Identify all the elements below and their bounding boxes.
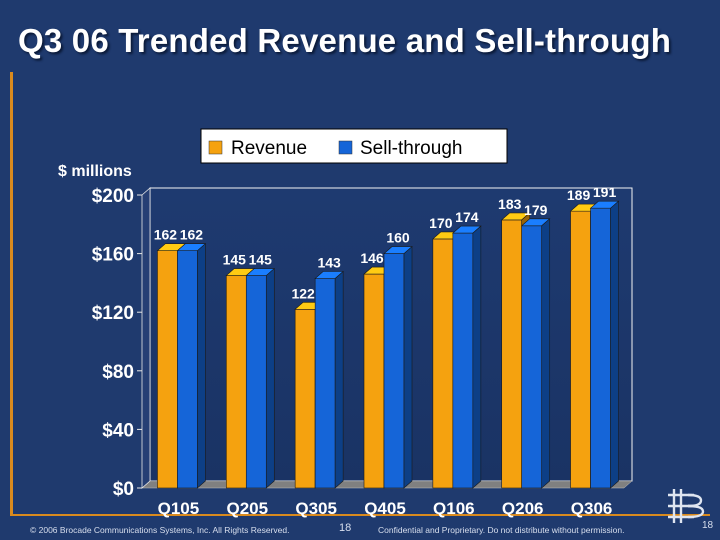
y-tick-label: $80: [102, 362, 134, 383]
y-tick-label: $200: [92, 186, 134, 207]
left-accent-rule: [10, 72, 13, 514]
brocade-logo-icon: [668, 489, 705, 523]
data-label-sell-through-q206: 179: [524, 202, 548, 218]
y-tick-label: $160: [92, 245, 134, 266]
x-tick-label-q405: Q405: [364, 499, 406, 518]
footer-confidential: Confidential and Proprietary. Do not dis…: [378, 525, 625, 535]
data-label-sell-through-q205: 145: [249, 252, 273, 268]
slide-title: Q3 06 Trended Revenue and Sell-through: [18, 22, 672, 59]
y-axis-ticks: $0 $40 $80 $120 $160 $200: [92, 186, 142, 500]
legend-label-sell-through: Sell-through: [360, 138, 462, 159]
x-axis-labels: Q105 Q205 Q305 Q405 Q106 Q206 Q306: [158, 499, 613, 518]
bars: [156, 200, 620, 489]
bar-sell-through-q105: [176, 243, 207, 489]
x-tick-label-q206: Q206: [502, 499, 544, 518]
data-label-sell-through-q305: 143: [317, 255, 341, 271]
data-label-sell-through-q106: 174: [455, 209, 479, 225]
y-tick-label: $40: [102, 420, 134, 441]
y-axis-label: $ millions: [58, 163, 132, 180]
legend-swatch-sell-through: [338, 140, 353, 155]
x-tick-label-q306: Q306: [571, 499, 613, 518]
y-tick-label: $120: [92, 303, 134, 324]
data-label-revenue-q206: 183: [498, 196, 522, 212]
data-label-sell-through-q105: 162: [180, 227, 204, 243]
data-label-revenue-q305: 122: [291, 285, 315, 301]
data-label-revenue-q106: 170: [429, 215, 453, 231]
bar-sell-through-q305: [314, 270, 344, 489]
bottom-accent-rule: [10, 514, 710, 516]
legend: Revenue Sell-through: [200, 128, 508, 164]
plot-side-wall: [141, 187, 151, 489]
x-tick-label-q305: Q305: [295, 499, 337, 518]
footer-copyright: © 2006 Brocade Communications Systems, I…: [30, 525, 290, 535]
footer-page-number: 18: [339, 522, 352, 534]
bar-sell-through-q306: [589, 200, 620, 489]
bar-sell-through-q205: [245, 267, 276, 489]
bar-sell-through-q405: [383, 245, 413, 489]
x-tick-label-q205: Q205: [226, 499, 268, 518]
y-tick-label: $0: [113, 479, 134, 500]
x-tick-label-q105: Q105: [158, 499, 200, 518]
bar-sell-through-q206: [520, 218, 551, 489]
bar-sell-through-q106: [452, 225, 482, 489]
legend-label-revenue: Revenue: [231, 138, 307, 159]
legend-swatch-revenue: [208, 140, 223, 155]
data-label-sell-through-q306: 191: [593, 184, 617, 200]
data-label-revenue-q306: 189: [567, 187, 591, 203]
x-tick-label-q106: Q106: [433, 499, 475, 518]
data-label-sell-through-q405: 160: [386, 230, 410, 246]
data-label-revenue-q405: 146: [360, 250, 384, 266]
data-label-revenue-q105: 162: [154, 227, 178, 243]
data-label-revenue-q205: 145: [223, 252, 247, 268]
footer-page-number-right: 18: [702, 520, 714, 531]
